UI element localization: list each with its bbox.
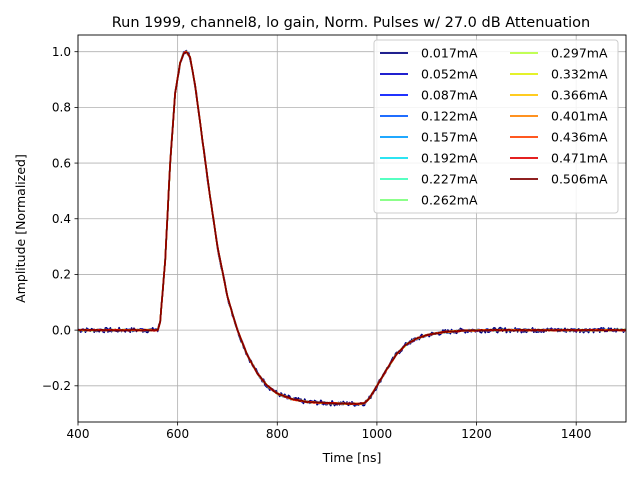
x-axis-label: Time [ns] bbox=[322, 450, 382, 465]
legend-label: 0.401mA bbox=[551, 109, 608, 124]
legend-label: 0.436mA bbox=[551, 130, 608, 145]
legend-label: 0.332mA bbox=[551, 67, 608, 82]
legend-label: 0.017mA bbox=[421, 46, 478, 61]
x-axis: 400 600 800 1000 1200 1400 bbox=[67, 422, 592, 441]
legend-label: 0.227mA bbox=[421, 172, 478, 187]
legend-label: 0.262mA bbox=[421, 193, 478, 208]
y-tick-label: 0.8 bbox=[52, 101, 71, 115]
plot-frame bbox=[77, 34, 627, 423]
chart-title: Run 1999, channel8, lo gain, Norm. Pulse… bbox=[112, 15, 591, 31]
y-tick-label: −0.2 bbox=[42, 379, 71, 393]
legend-label: 0.192mA bbox=[421, 151, 478, 166]
x-tick-label: 1400 bbox=[561, 427, 592, 441]
x-tick-label: 400 bbox=[67, 427, 90, 441]
x-tick-label: 600 bbox=[166, 427, 189, 441]
x-tick-label: 800 bbox=[266, 427, 289, 441]
y-tick-label: 0.4 bbox=[52, 212, 71, 226]
legend-label: 0.122mA bbox=[421, 109, 478, 124]
y-axis-label: Amplitude [Normalized] bbox=[13, 154, 28, 303]
x-tick-label: 1200 bbox=[461, 427, 492, 441]
legend-label: 0.157mA bbox=[421, 130, 478, 145]
y-tick-label: 0.2 bbox=[52, 268, 71, 282]
series-line bbox=[77, 51, 627, 405]
x-tick-label: 1000 bbox=[362, 427, 393, 441]
legend-label: 0.052mA bbox=[421, 67, 478, 82]
legend-label: 0.471mA bbox=[551, 151, 608, 166]
y-axis: −0.2 0.0 0.2 0.4 0.6 0.8 1.0 bbox=[42, 45, 78, 393]
legend: 0.017mA 0.052mA 0.087mA 0.122mA 0.157mA 0.192… bbox=[373, 39, 619, 214]
y-tick-label: 0.6 bbox=[52, 156, 71, 170]
y-tick-label: 1.0 bbox=[52, 45, 71, 59]
legend-box bbox=[373, 39, 619, 214]
legend-label: 0.087mA bbox=[421, 88, 478, 103]
legend-label: 0.297mA bbox=[551, 46, 608, 61]
legend-label: 0.366mA bbox=[551, 88, 608, 103]
series-lines bbox=[77, 49, 627, 407]
y-tick-label: 0.0 bbox=[52, 323, 71, 337]
legend-label: 0.506mA bbox=[551, 172, 608, 187]
